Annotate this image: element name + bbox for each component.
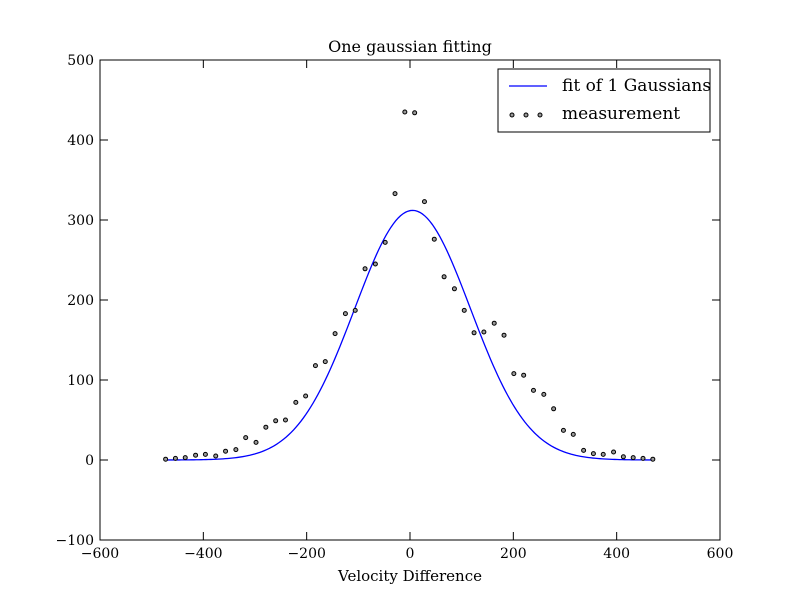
measurement-point — [182, 455, 188, 461]
fit-curve — [164, 209, 652, 461]
legend-measurement-marker — [537, 112, 543, 118]
measurement-point — [630, 455, 636, 461]
chart-title: One gaussian fitting — [328, 37, 492, 56]
x-tick-label: 0 — [406, 546, 415, 562]
x-tick-label: 200 — [500, 546, 527, 562]
measurement-point — [293, 399, 299, 405]
measurement-point — [303, 393, 309, 399]
measurement-point — [611, 449, 617, 455]
measurement-point — [233, 447, 239, 453]
legend-box — [497, 68, 711, 133]
measurement-point — [322, 359, 328, 365]
measurement-point — [312, 363, 318, 369]
measurement-point — [253, 439, 259, 445]
y-tick-label: 100 — [67, 373, 94, 389]
plot-area: −600 −400 −200 0 200 400 600 −100 0 100 200 300 400 5… — [56, 53, 734, 562]
measurement-point — [372, 261, 378, 267]
measurement-point — [362, 266, 368, 272]
y-tick-label: 400 — [67, 133, 94, 149]
measurement-point — [273, 418, 279, 424]
x-tick-label: −200 — [287, 546, 325, 562]
x-tick-label: −600 — [81, 546, 119, 562]
measurement-point — [282, 417, 288, 423]
y-tick-label: −100 — [56, 533, 94, 549]
measurement-point — [392, 191, 398, 197]
measurement-point — [431, 236, 437, 242]
measurement-point — [451, 286, 457, 292]
legend-measurement-marker — [523, 112, 529, 118]
measurement-point — [342, 311, 348, 317]
measurement-point — [511, 371, 517, 377]
measurement-point — [461, 307, 467, 313]
y-tick-label: 500 — [67, 53, 94, 69]
measurement-point — [163, 456, 169, 462]
measurement-point — [581, 447, 587, 453]
legend-measurement-label: measurement — [562, 104, 680, 124]
measurement-point — [541, 391, 547, 397]
y-tick-label: 300 — [67, 213, 94, 229]
measurement-point — [600, 451, 606, 457]
measurement-point — [570, 431, 576, 437]
measurement-point — [441, 274, 447, 280]
measurement-point — [560, 427, 566, 433]
measurement-point — [421, 199, 427, 205]
x-tick-label: 400 — [603, 546, 630, 562]
measurement-point — [620, 454, 626, 460]
x-tick-label: 600 — [707, 546, 734, 562]
y-tick-label: 200 — [67, 293, 94, 309]
measurement-point — [223, 448, 229, 454]
measurement-point — [481, 329, 487, 335]
measurement-point — [551, 406, 557, 412]
y-tick-label: 0 — [85, 453, 94, 469]
measurement-point — [172, 455, 178, 461]
measurement-point — [590, 451, 596, 457]
measurement-point — [471, 330, 477, 336]
measurement-point — [352, 307, 358, 313]
measurement-point — [382, 239, 388, 245]
x-tick-label: −400 — [184, 546, 222, 562]
measurement-point — [521, 372, 527, 378]
measurement-point — [650, 456, 656, 462]
measurement-point — [193, 452, 199, 458]
measurement-point — [530, 387, 536, 393]
legend-measurement-marker — [509, 112, 515, 118]
measurement-point — [402, 109, 408, 115]
measurement-point — [263, 424, 269, 430]
measurement-point — [412, 110, 418, 116]
measurement-point — [243, 435, 249, 441]
measurement-point — [640, 455, 646, 461]
legend-fit-label: fit of 1 Gaussians — [562, 76, 711, 96]
x-axis-label: Velocity Difference — [337, 567, 482, 585]
measurement-point — [202, 451, 208, 457]
legend: fit of 1 Gaussians measurement — [497, 68, 711, 133]
measurement-point — [491, 320, 497, 326]
measurement-point — [501, 332, 507, 338]
measurement-point — [213, 453, 219, 459]
measurement-point — [332, 331, 338, 337]
